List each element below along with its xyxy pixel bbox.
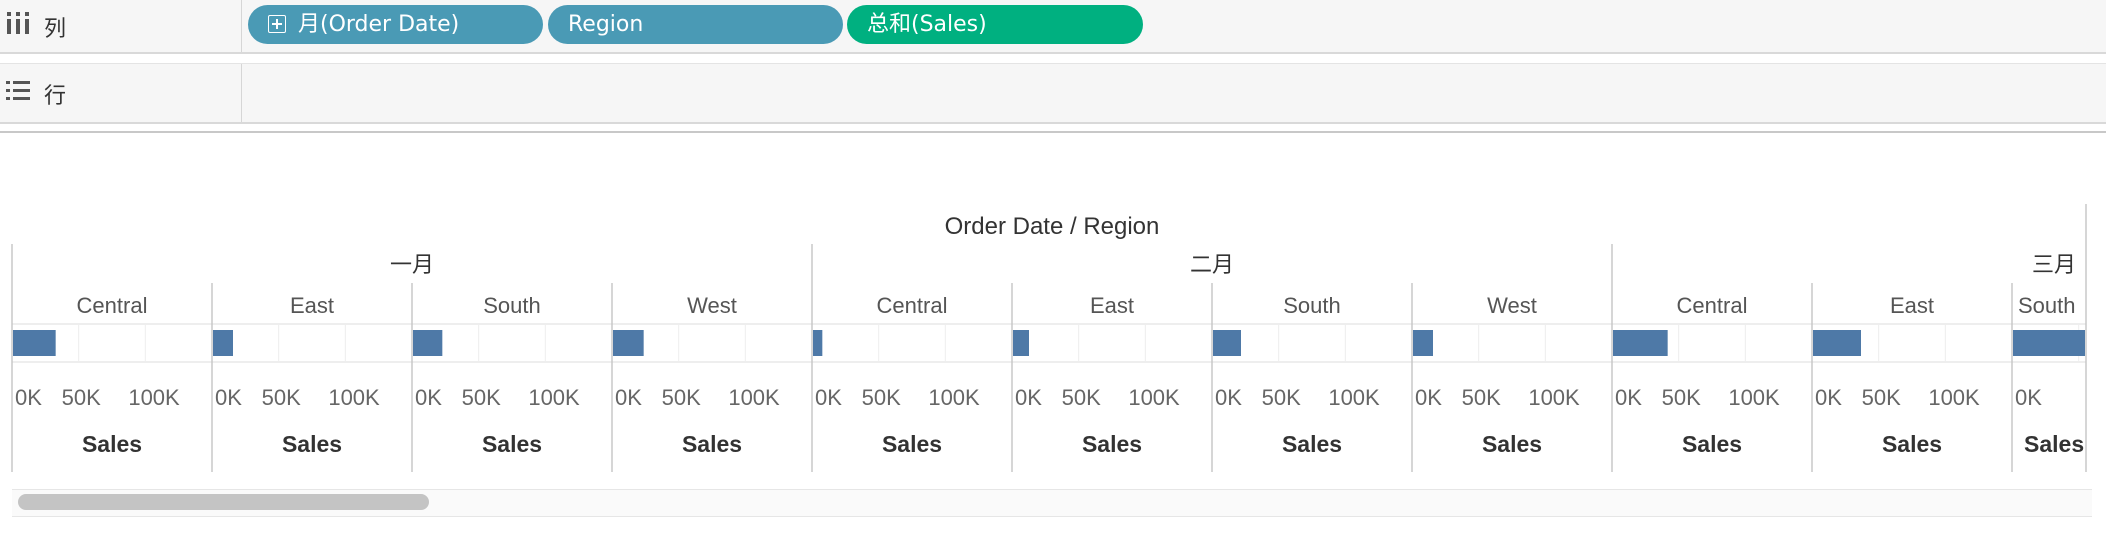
shelf-divider	[241, 0, 242, 52]
x-axis-title: Sales	[682, 431, 742, 457]
x-tick-label: 50K	[1862, 385, 1901, 410]
x-axis-title: Sales	[882, 431, 942, 457]
region-label: Central	[877, 293, 948, 318]
x-tick-label: 0K	[415, 385, 442, 410]
x-tick-label: 0K	[815, 385, 842, 410]
sales-bar	[1013, 330, 1029, 356]
x-tick-label: 0K	[615, 385, 642, 410]
x-tick-label: 100K	[328, 385, 380, 410]
x-tick-label: 100K	[1128, 385, 1180, 410]
x-axis-title: Sales	[1882, 431, 1942, 457]
region-label: West	[687, 293, 737, 318]
x-tick-label: 0K	[1415, 385, 1442, 410]
x-axis-title: Sales	[82, 431, 142, 457]
pill-month-order-date-label: 月(Order Date)	[298, 12, 460, 37]
x-tick-label: 50K	[862, 385, 901, 410]
sales-bar	[1813, 330, 1861, 356]
sales-bar	[1213, 330, 1241, 356]
sales-bar	[1613, 330, 1668, 356]
x-axis-title: Sales	[1482, 431, 1542, 457]
x-tick-label: 50K	[262, 385, 301, 410]
month-label: 一月	[390, 252, 434, 277]
x-tick-label: 100K	[1528, 385, 1580, 410]
x-tick-label: 0K	[1615, 385, 1642, 410]
x-tick-label: 0K	[15, 385, 42, 410]
x-axis-title: Sales	[2024, 431, 2084, 457]
x-tick-label: 100K	[928, 385, 980, 410]
sales-bar	[613, 330, 644, 356]
columns-icon	[7, 12, 29, 34]
sales-bar	[13, 330, 56, 356]
sales-bar	[413, 330, 443, 356]
pill-month-order-date[interactable]: 月(Order Date)	[248, 5, 543, 44]
x-tick-label: 0K	[215, 385, 242, 410]
pill-region[interactable]: Region	[548, 5, 843, 44]
x-tick-label: 100K	[528, 385, 580, 410]
x-axis-title: Sales	[1282, 431, 1342, 457]
sales-bar-chart: Order Date / Region 一月 Central 0K 50K 100K Sa…	[11, 204, 2087, 472]
region-label: East	[290, 293, 334, 318]
rows-shelf-label: 行	[44, 84, 67, 109]
pill-sum-sales[interactable]: 总和(Sales)	[847, 5, 1143, 44]
x-axis-title: Sales	[482, 431, 542, 457]
region-label: East	[1890, 293, 1934, 318]
pill-region-label: Region	[568, 12, 644, 37]
x-tick-label: 100K	[1328, 385, 1380, 410]
month-label: 三月	[2032, 252, 2076, 277]
x-tick-label: 0K	[2015, 385, 2042, 410]
x-axis-title: Sales	[1682, 431, 1742, 457]
sales-bar	[813, 330, 823, 356]
region-label: West	[1487, 293, 1537, 318]
columns-shelf-label: 列	[44, 17, 67, 42]
x-tick-label: 0K	[1815, 385, 1842, 410]
separator	[0, 131, 2106, 133]
month-label: 二月	[1190, 252, 1234, 277]
region-label: East	[1090, 293, 1134, 318]
region-label: Central	[1677, 293, 1748, 318]
x-tick-label: 50K	[462, 385, 501, 410]
region-label: South	[2018, 293, 2076, 318]
x-tick-label: 50K	[1662, 385, 1701, 410]
scrollbar-thumb[interactable]	[18, 494, 429, 510]
rows-list-icon	[6, 81, 30, 100]
rows-shelf[interactable]: 行	[0, 63, 2106, 124]
x-axis-title: Sales	[1082, 431, 1142, 457]
x-tick-label: 100K	[128, 385, 180, 410]
columns-shelf[interactable]: 列 月(Order Date) Region 总和(Sales)	[0, 0, 2106, 54]
expand-plus-icon[interactable]	[268, 15, 286, 33]
pill-sum-sales-label: 总和(Sales)	[867, 12, 987, 37]
chart-title: Order Date / Region	[945, 213, 1160, 240]
region-label: South	[1283, 293, 1341, 318]
x-tick-label: 50K	[62, 385, 101, 410]
x-axis-title: Sales	[282, 431, 342, 457]
x-tick-label: 50K	[1462, 385, 1501, 410]
x-tick-label: 100K	[728, 385, 780, 410]
x-tick-label: 100K	[1728, 385, 1780, 410]
x-tick-label: 0K	[1015, 385, 1042, 410]
x-tick-label: 0K	[1215, 385, 1242, 410]
region-label: Central	[77, 293, 148, 318]
region-label: South	[483, 293, 541, 318]
x-tick-label: 50K	[662, 385, 701, 410]
sales-bar	[2013, 330, 2085, 356]
x-tick-label: 50K	[1262, 385, 1301, 410]
sales-bar	[213, 330, 233, 356]
sales-bar	[1413, 330, 1433, 356]
x-tick-label: 50K	[1062, 385, 1101, 410]
shelf-divider	[241, 64, 242, 122]
x-tick-label: 100K	[1928, 385, 1980, 410]
